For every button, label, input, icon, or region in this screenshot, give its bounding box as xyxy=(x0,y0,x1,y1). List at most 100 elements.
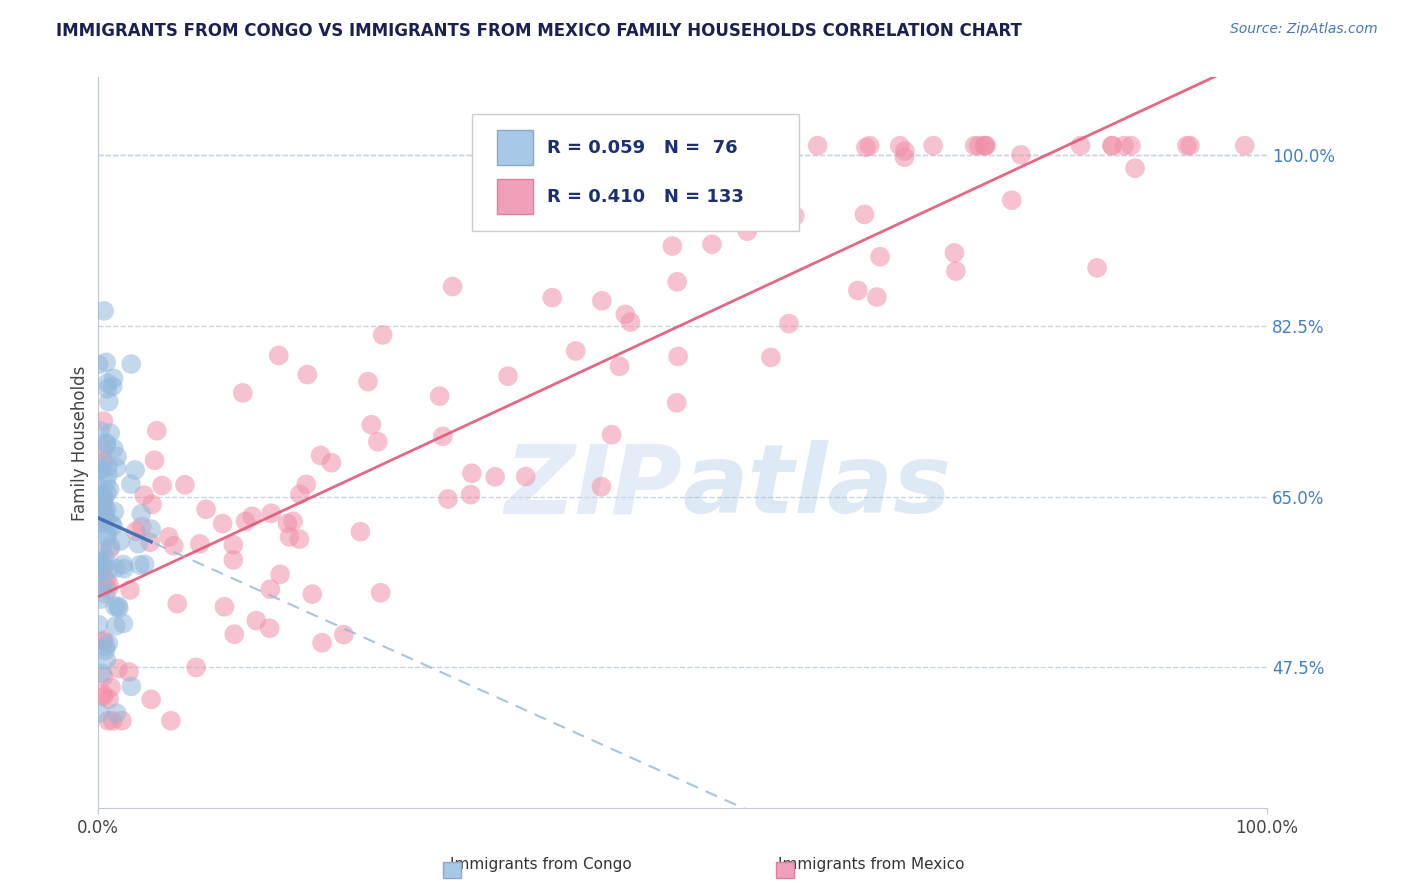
Point xyxy=(665,396,688,410)
Point xyxy=(120,357,142,371)
Point xyxy=(93,491,115,506)
Point xyxy=(93,687,115,701)
Point xyxy=(89,424,111,438)
Point xyxy=(967,138,990,153)
Point xyxy=(90,592,112,607)
Point xyxy=(104,561,127,575)
Point xyxy=(591,480,613,494)
Point xyxy=(853,207,876,221)
Point xyxy=(1085,260,1108,275)
Point xyxy=(778,317,800,331)
Point xyxy=(91,666,114,681)
Point xyxy=(259,621,281,635)
Point xyxy=(101,519,124,533)
Point xyxy=(98,542,121,557)
Point xyxy=(267,349,290,363)
Point xyxy=(94,514,117,528)
Text: IMMIGRANTS FROM CONGO VS IMMIGRANTS FROM MEXICO FAMILY HOUSEHOLDS CORRELATION CH: IMMIGRANTS FROM CONGO VS IMMIGRANTS FROM… xyxy=(56,22,1022,40)
Point xyxy=(93,492,115,507)
Point xyxy=(309,449,332,463)
Point xyxy=(91,516,114,531)
Point xyxy=(214,599,236,614)
Point xyxy=(96,486,118,500)
Point xyxy=(96,382,118,396)
Point xyxy=(96,376,118,390)
Point xyxy=(103,442,125,456)
Point xyxy=(889,138,911,153)
Point xyxy=(94,551,117,566)
Point xyxy=(107,661,129,675)
FancyBboxPatch shape xyxy=(498,179,533,214)
Point xyxy=(93,690,115,704)
Point xyxy=(94,643,117,657)
Point xyxy=(87,555,110,569)
Point xyxy=(974,138,997,153)
Point xyxy=(105,460,128,475)
Point xyxy=(90,499,112,513)
Point xyxy=(105,706,128,720)
Point xyxy=(112,616,135,631)
Point xyxy=(127,537,149,551)
Point xyxy=(160,714,183,728)
Point xyxy=(93,633,115,648)
Point xyxy=(100,539,122,553)
Point xyxy=(93,442,115,457)
Point xyxy=(97,468,120,483)
Point xyxy=(945,264,967,278)
Point xyxy=(370,586,392,600)
Point xyxy=(139,535,162,549)
Point xyxy=(357,375,380,389)
Point xyxy=(269,567,291,582)
Point xyxy=(609,359,631,374)
Point xyxy=(1070,138,1092,153)
Point xyxy=(131,519,153,533)
Point xyxy=(564,343,586,358)
Point xyxy=(745,138,768,153)
Point xyxy=(108,601,131,615)
Point xyxy=(87,565,110,579)
Text: R = 0.410   N = 133: R = 0.410 N = 133 xyxy=(547,187,744,205)
Point xyxy=(619,315,641,329)
Point xyxy=(87,456,110,470)
Point xyxy=(349,524,371,539)
Point xyxy=(91,489,114,503)
Point xyxy=(89,706,111,720)
Point xyxy=(735,224,758,238)
Point xyxy=(166,597,188,611)
Point xyxy=(295,477,318,491)
Point xyxy=(93,580,115,594)
Point xyxy=(96,653,118,667)
Point xyxy=(700,237,723,252)
Point xyxy=(118,582,141,597)
Point xyxy=(1175,138,1198,153)
Point xyxy=(96,355,118,369)
Point xyxy=(591,293,613,308)
Point xyxy=(371,328,394,343)
Point xyxy=(118,665,141,679)
Point xyxy=(107,599,129,613)
Point xyxy=(94,435,117,450)
Point xyxy=(974,138,997,153)
Point xyxy=(96,527,118,541)
Text: Immigrants from Mexico: Immigrants from Mexico xyxy=(779,857,965,872)
Point xyxy=(859,138,882,153)
Point xyxy=(93,558,115,572)
Point xyxy=(93,304,115,318)
Point xyxy=(157,530,180,544)
Point xyxy=(97,563,120,577)
Point xyxy=(96,530,118,544)
Point xyxy=(91,515,114,529)
Point xyxy=(90,462,112,476)
Point xyxy=(89,462,111,476)
Point xyxy=(87,480,110,494)
Point xyxy=(93,414,115,428)
Point xyxy=(441,279,464,293)
Point xyxy=(111,714,134,728)
Point xyxy=(893,150,915,164)
Point xyxy=(104,599,127,614)
Point xyxy=(120,477,142,491)
Point xyxy=(87,617,110,632)
Point xyxy=(759,351,782,365)
Point xyxy=(163,539,186,553)
Text: Immigrants from Congo: Immigrants from Congo xyxy=(450,857,633,872)
